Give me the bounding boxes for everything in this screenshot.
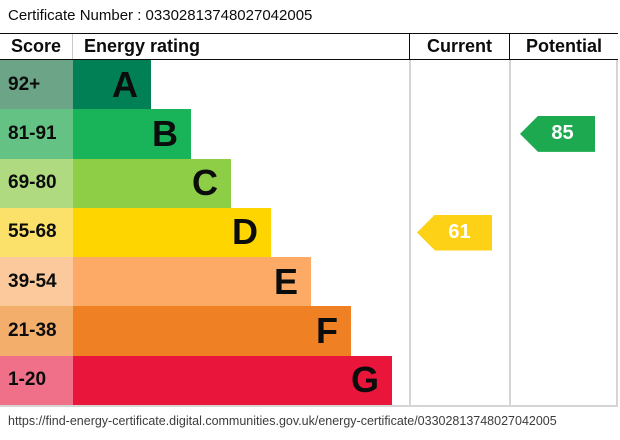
header-score: Score xyxy=(0,34,73,59)
band-score-range: 81-91 xyxy=(0,109,73,159)
band-score-range: 69-80 xyxy=(0,158,73,208)
band-row-d: 55-68 D xyxy=(0,207,618,258)
current-rating-arrow: 61 xyxy=(417,214,492,251)
certificate-number: Certificate Number : 0330281374802704200… xyxy=(8,7,313,24)
header-energy-rating: Energy rating xyxy=(73,34,410,59)
rating-bands: 92+ A 81-91 B 69-80 C 55-68 D 39-54 E 21… xyxy=(0,60,618,405)
certificate-url: https://find-energy-certificate.digital.… xyxy=(8,414,557,428)
band-bar: B xyxy=(73,109,191,159)
current-rating-value: 61 xyxy=(448,221,471,243)
band-score-range: 21-38 xyxy=(0,306,73,356)
band-score-range: 1-20 xyxy=(0,355,73,405)
header-current: Current xyxy=(410,34,510,59)
band-row-b: 81-91 B xyxy=(0,109,618,159)
band-bar: F xyxy=(73,306,351,356)
header-potential: Potential xyxy=(525,36,602,56)
band-row-f: 21-38 F xyxy=(0,306,618,356)
band-row-g: 1-20 G xyxy=(0,355,618,405)
divider-current-column xyxy=(409,60,411,407)
potential-rating-value: 85 xyxy=(551,122,574,145)
band-score-range: 39-54 xyxy=(0,257,73,307)
divider-potential-column xyxy=(509,60,511,407)
band-row-c: 69-80 C xyxy=(0,158,618,208)
band-bar: C xyxy=(73,158,231,208)
table-bottom-border xyxy=(0,405,618,407)
band-bar: D xyxy=(73,207,271,258)
divider-right-edge xyxy=(616,60,618,407)
potential-rating-arrow: 85 xyxy=(520,115,595,152)
table-header: Score Energy rating Current Potential xyxy=(0,33,618,60)
band-bar: A xyxy=(73,60,151,110)
band-row-a: 92+ A xyxy=(0,60,618,110)
band-score-range: 55-68 xyxy=(0,207,73,258)
band-row-e: 39-54 E xyxy=(0,257,618,307)
band-bar: G xyxy=(73,355,392,405)
band-score-range: 92+ xyxy=(0,60,73,110)
band-bar: E xyxy=(73,257,311,307)
